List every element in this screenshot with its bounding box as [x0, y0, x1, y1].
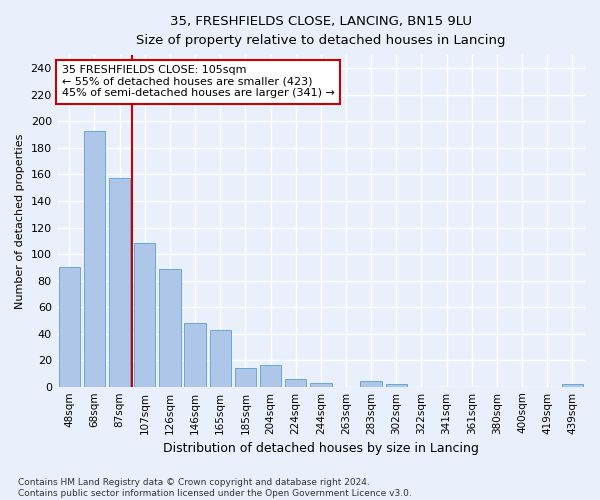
Bar	[361, 382, 382, 386]
Bar	[386, 384, 407, 386]
Title: 35, FRESHFIELDS CLOSE, LANCING, BN15 9LU
Size of property relative to detached h: 35, FRESHFIELDS CLOSE, LANCING, BN15 9LU…	[136, 15, 506, 47]
Bar	[562, 384, 583, 386]
Bar	[285, 378, 307, 386]
Bar	[59, 268, 80, 386]
Y-axis label: Number of detached properties: Number of detached properties	[15, 133, 25, 308]
Bar	[84, 130, 105, 386]
Bar	[235, 368, 256, 386]
Bar	[184, 323, 206, 386]
Bar	[209, 330, 231, 386]
Bar	[260, 366, 281, 386]
X-axis label: Distribution of detached houses by size in Lancing: Distribution of detached houses by size …	[163, 442, 479, 455]
Text: Contains HM Land Registry data © Crown copyright and database right 2024.
Contai: Contains HM Land Registry data © Crown c…	[18, 478, 412, 498]
Bar	[134, 244, 155, 386]
Bar	[109, 178, 130, 386]
Bar	[310, 382, 332, 386]
Bar	[159, 268, 181, 386]
Text: 35 FRESHFIELDS CLOSE: 105sqm
← 55% of detached houses are smaller (423)
45% of s: 35 FRESHFIELDS CLOSE: 105sqm ← 55% of de…	[62, 65, 335, 98]
